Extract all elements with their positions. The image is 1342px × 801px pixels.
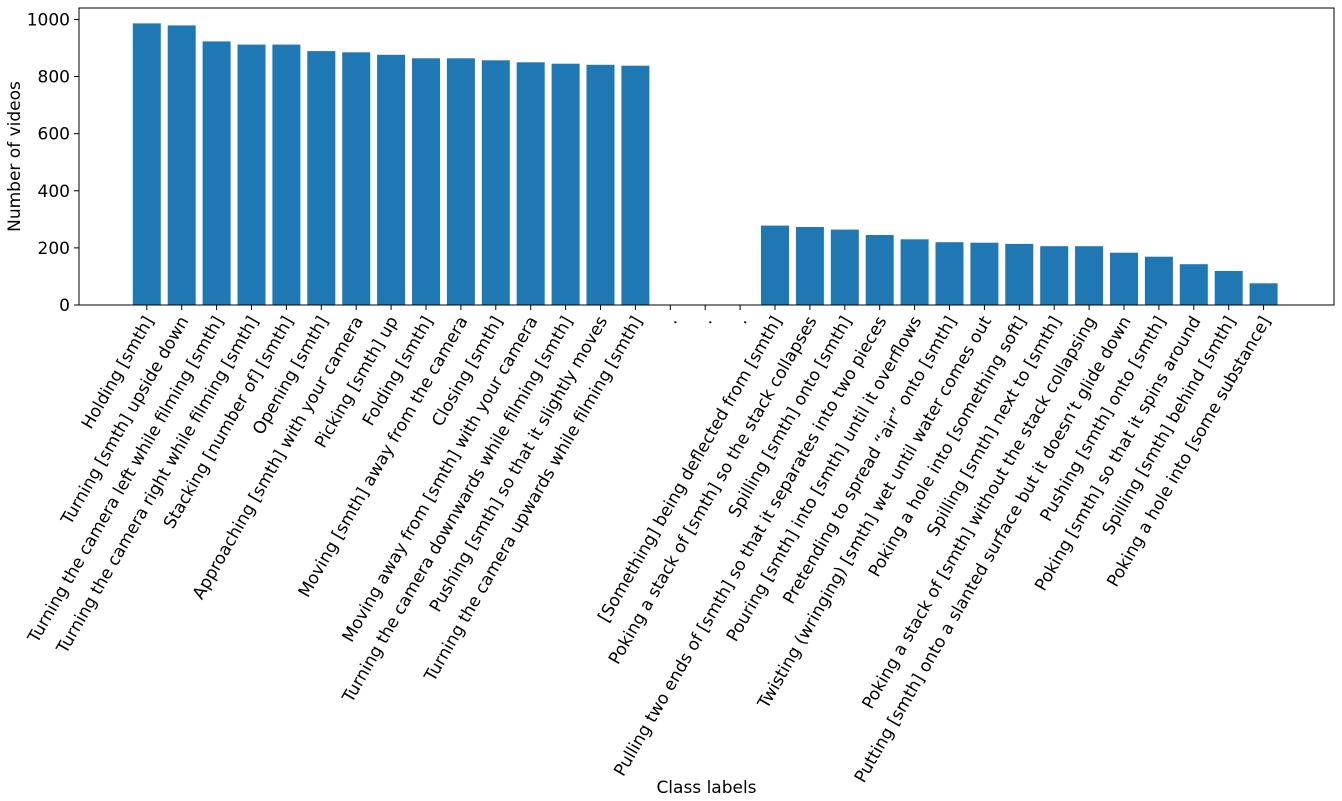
y-axis-title: Number of videos: [5, 81, 25, 232]
bar: [795, 227, 824, 305]
bar: [516, 62, 545, 305]
bar: [1110, 252, 1138, 305]
bar: [1214, 271, 1243, 305]
bar: [412, 58, 440, 305]
bar: [481, 60, 510, 305]
x-axis: Holding [smth]Turning [smth] upside down…: [24, 305, 1275, 786]
bar: [900, 239, 929, 305]
y-axis: 0 200 400 600 800 1000: [27, 10, 79, 316]
y-tick-label: 0: [59, 296, 70, 316]
bar: [1179, 264, 1208, 305]
bar: [1249, 283, 1278, 305]
bar: [377, 54, 406, 305]
bar: [167, 25, 196, 306]
bar: [1144, 256, 1173, 305]
y-tick-label: 200: [38, 239, 70, 259]
y-tick-label: 600: [38, 125, 70, 145]
bar: [621, 65, 650, 305]
bar: [761, 225, 789, 305]
bar: [1040, 246, 1069, 305]
bars-group: [132, 23, 1278, 306]
bar: [865, 235, 894, 305]
bar: [1005, 243, 1034, 305]
plot-frame: [78, 7, 1335, 306]
bar: [132, 23, 161, 306]
bar: [307, 51, 336, 305]
bar: [830, 229, 859, 305]
bar: [237, 44, 266, 305]
x-tick-label: .: [697, 313, 717, 328]
x-axis-title: Class labels: [656, 778, 756, 798]
y-tick-label: 400: [38, 182, 70, 202]
bar: [202, 41, 231, 306]
bar: [1075, 246, 1104, 305]
bar: [586, 64, 615, 305]
bar: [551, 63, 580, 306]
bar: [935, 242, 964, 305]
x-tick-label: .: [732, 313, 752, 328]
bar: [342, 52, 371, 305]
bar: [970, 242, 999, 305]
y-tick-label: 1000: [27, 10, 70, 30]
y-tick-label: 800: [38, 68, 70, 88]
bar: [446, 58, 475, 305]
x-tick-label: .: [662, 313, 682, 328]
bar: [272, 44, 301, 305]
